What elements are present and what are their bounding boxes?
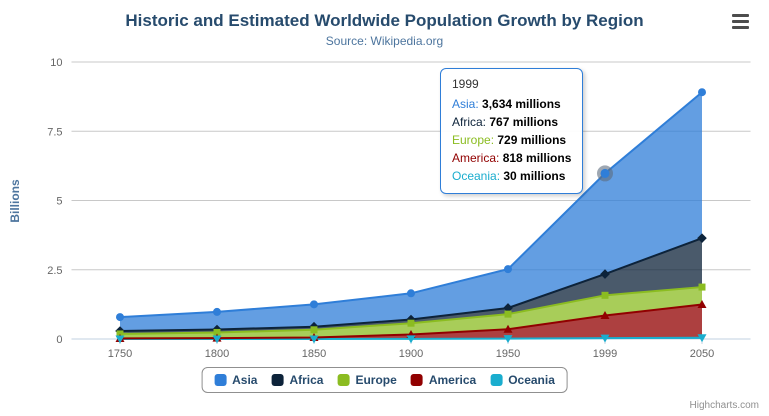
marker-asia[interactable] bbox=[116, 313, 124, 322]
marker-africa[interactable] bbox=[406, 314, 416, 325]
area-asia[interactable] bbox=[120, 92, 702, 331]
marker-europe[interactable] bbox=[213, 328, 221, 336]
menu-line bbox=[731, 19, 749, 23]
legend-label: America bbox=[428, 373, 477, 387]
legend-symbol bbox=[271, 374, 284, 386]
legend: Asia Africa Europe America Oceania bbox=[201, 367, 568, 393]
marker-asia[interactable] bbox=[407, 289, 415, 298]
marker-asia[interactable] bbox=[213, 307, 221, 316]
marker-oceania[interactable] bbox=[503, 335, 513, 344]
marker-asia[interactable] bbox=[310, 300, 318, 309]
credits-link[interactable]: Highcharts.com bbox=[689, 400, 759, 411]
legend-label: Oceania bbox=[508, 373, 555, 387]
marker-oceania[interactable] bbox=[406, 335, 416, 344]
marker-america[interactable] bbox=[600, 311, 610, 320]
legend-symbol bbox=[214, 374, 227, 386]
legend-label: Africa bbox=[289, 373, 324, 387]
y-axis-label: 5 bbox=[56, 196, 62, 208]
legend-item-oceania[interactable]: Oceania bbox=[490, 373, 555, 387]
x-axis-label: 2050 bbox=[690, 348, 714, 360]
x-axis-label: 1800 bbox=[205, 348, 229, 360]
legend-label: Asia bbox=[232, 373, 258, 387]
y-axis-label: 2.5 bbox=[47, 265, 62, 277]
legend-item-europe[interactable]: Europe bbox=[337, 373, 397, 387]
marker-oceania[interactable] bbox=[115, 335, 125, 344]
legend-symbol bbox=[490, 374, 503, 386]
marker-europe[interactable] bbox=[601, 291, 609, 299]
legend-item-africa[interactable]: Africa bbox=[271, 373, 323, 387]
marker-oceania[interactable] bbox=[309, 335, 319, 344]
marker-asia[interactable] bbox=[504, 265, 512, 274]
marker-africa[interactable] bbox=[600, 269, 610, 279]
marker-africa[interactable] bbox=[697, 233, 707, 243]
x-axis-label: 1750 bbox=[108, 348, 132, 360]
marker-europe[interactable] bbox=[504, 310, 512, 318]
marker-africa[interactable] bbox=[503, 303, 513, 313]
marker-america[interactable] bbox=[697, 299, 707, 308]
marker-europe[interactable] bbox=[698, 283, 706, 291]
marker-oceania[interactable] bbox=[697, 334, 707, 343]
x-axis-label: 1999 bbox=[593, 348, 617, 360]
chart-subtitle: Source: Wikipedia.org bbox=[325, 34, 444, 48]
area-america[interactable] bbox=[120, 304, 702, 339]
marker-asia[interactable] bbox=[698, 88, 706, 97]
y-axis-label: 10 bbox=[50, 57, 62, 69]
marker-europe[interactable] bbox=[407, 319, 415, 327]
marker-europe[interactable] bbox=[116, 330, 124, 338]
area-africa[interactable] bbox=[120, 238, 702, 334]
y-axis-title: Billions bbox=[8, 179, 22, 223]
marker-america[interactable] bbox=[503, 324, 513, 333]
legend-item-america[interactable]: America bbox=[410, 373, 477, 387]
legend-item-asia[interactable]: Asia bbox=[214, 373, 257, 387]
x-axis-label: 1900 bbox=[399, 348, 423, 360]
hover-marker[interactable] bbox=[600, 168, 610, 178]
legend-label: Europe bbox=[355, 373, 397, 387]
legend-symbol bbox=[337, 374, 350, 386]
chart-title: Historic and Estimated Worldwide Populat… bbox=[125, 11, 644, 30]
marker-europe[interactable] bbox=[310, 326, 318, 334]
hamburger-icon[interactable] bbox=[727, 10, 753, 32]
menu-line bbox=[731, 13, 749, 17]
legend-symbol bbox=[410, 374, 423, 386]
menu-line bbox=[731, 25, 749, 29]
x-axis-label: 1950 bbox=[496, 348, 520, 360]
x-axis-label: 1850 bbox=[302, 348, 326, 360]
y-axis-label: 0 bbox=[56, 334, 62, 346]
marker-oceania[interactable] bbox=[212, 335, 222, 344]
marker-oceania[interactable] bbox=[600, 334, 610, 343]
y-axis-label: 7.5 bbox=[47, 126, 62, 138]
